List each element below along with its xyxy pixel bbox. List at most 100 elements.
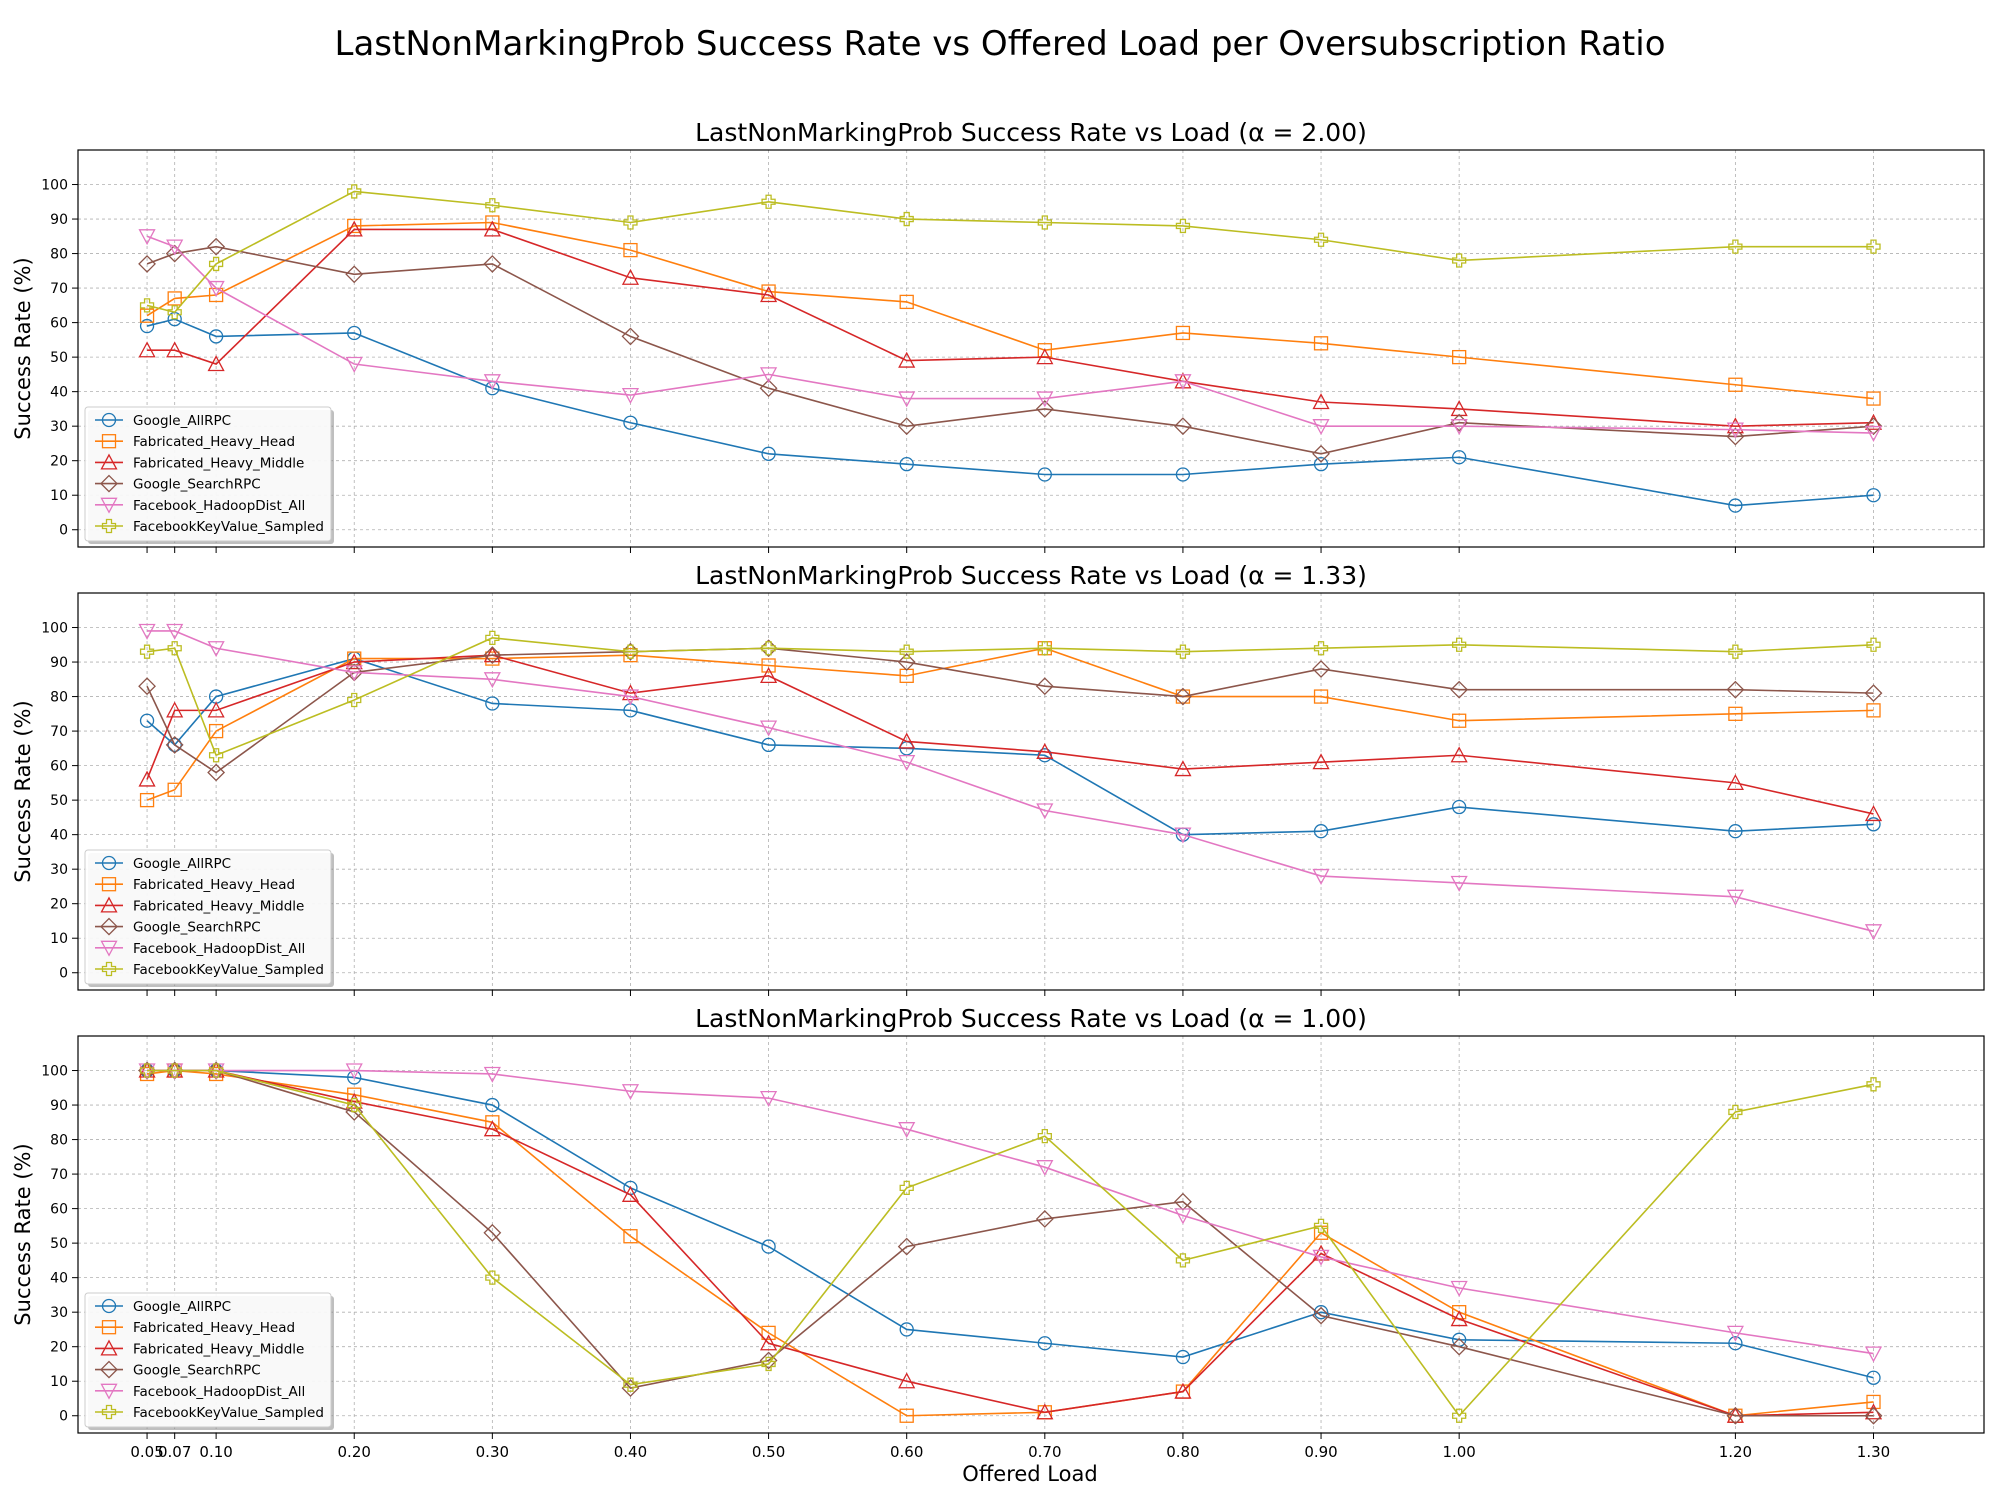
series-Facebook_HadoopDist_All [138,1063,1883,1363]
y-tick-label: 30 [50,419,68,435]
data-point [761,284,776,299]
data-point [167,737,182,753]
data-point [898,391,916,408]
data-point [347,184,362,199]
data-point [1312,444,1330,463]
series-FacebookKeyValue_Sampled [139,630,1881,763]
y-tick-label: 40 [50,828,68,844]
legend-entry: Fabricated_Heavy_Middle [95,1339,304,1357]
data-point [1452,450,1467,465]
data-point [1728,824,1743,839]
data-point [1312,419,1330,436]
data-point [1036,803,1054,820]
data-point [345,265,364,284]
data-point [1726,417,1744,434]
data-point [1312,753,1330,770]
data-point [1174,417,1192,436]
data-point [207,763,226,782]
legend-label: Facebook_HadoopDist_All [133,1384,305,1400]
data-point [167,305,182,320]
data-point [1726,773,1744,791]
data-point [1866,817,1881,832]
data-point [897,417,916,436]
data-point [1864,924,1883,941]
data-point [1312,1244,1330,1261]
data-point [1726,427,1745,446]
y-axis-label: Success Rate (%) [11,257,35,439]
data-point [1174,760,1192,777]
data-point [1452,713,1467,728]
legend-label: Facebook_HadoopDist_All [133,498,305,514]
data-point [139,713,155,728]
data-point [483,672,501,689]
data-point [623,647,638,663]
data-point [1864,805,1883,822]
data-point [1452,253,1467,268]
y-tick-label: 0 [59,1409,68,1425]
data-point [899,644,914,659]
data-point [898,1122,916,1139]
y-tick-label: 80 [50,247,68,263]
axes-frame [77,592,1985,991]
data-point [621,1379,640,1398]
legend-entry: FacebookKeyValue_Sampled [95,1404,324,1421]
data-point [1037,641,1052,656]
legend-entry: FacebookKeyValue_Sampled [95,961,324,978]
legend-box [84,849,332,985]
legend-entry: Google_AllRPC [95,1298,231,1315]
y-tick-label: 20 [50,897,68,913]
data-point [1728,239,1743,254]
data-point [1452,1408,1467,1423]
legend-label: FacebookKeyValue_Sampled [133,519,324,535]
legend-label: Fabricated_Heavy_Middle [133,455,304,471]
x-tick-label: 0.30 [476,1443,509,1461]
legend-entry: FacebookKeyValue_Sampled [95,518,324,535]
legend-label: Fabricated_Heavy_Middle [133,1341,304,1357]
data-point [485,696,500,711]
data-point [1452,637,1467,652]
y-axis-label: Success Rate (%) [11,1143,35,1325]
data-point [138,623,156,640]
data-point [1174,374,1192,391]
series-FacebookKeyValue_Sampled [139,184,1881,320]
y-tick-label: 0 [59,523,68,539]
x-tick-label: 1.30 [1857,1443,1890,1461]
legend-entry: Google_SearchRPC [95,1360,261,1379]
data-point [1726,889,1744,906]
x-tick-label: 0.20 [338,1443,371,1461]
data-point [1313,1218,1329,1234]
legend-marker [100,1383,118,1400]
data-point [138,677,156,696]
x-tick-label: 0.70 [1028,1443,1061,1461]
data-point [1450,1337,1469,1356]
data-point [1728,377,1743,392]
series-line [146,221,1874,400]
x-tick-label: 0.07 [158,1443,191,1461]
figure-x-axis-label: Offered Load [962,1462,1097,1486]
legend-label: Fabricated_Heavy_Middle [133,898,304,914]
legend-marker [101,855,117,871]
x-tick-label: 1.20 [1719,1443,1752,1461]
data-point [899,294,914,310]
data-point [759,666,778,684]
legend-marker [100,453,118,470]
data-point [1037,467,1052,482]
data-point [347,1097,362,1113]
y-tick-label: 70 [50,1167,68,1183]
data-point [1175,644,1191,659]
data-point [208,1063,224,1078]
data-point [623,1377,638,1392]
legend-label: Google_AllRPC [133,413,231,429]
chart-title: LastNonMarkingProb Success Rate vs Load … [695,561,1367,590]
data-point [139,308,155,323]
data-point [1174,1208,1192,1225]
legend-label: Fabricated_Heavy_Head [133,1320,295,1336]
data-point [1313,689,1329,704]
series-line [147,1069,1874,1418]
data-point [621,1084,640,1101]
data-point [166,623,184,640]
data-point [1313,456,1329,472]
data-point [1866,703,1881,718]
data-point [166,239,184,256]
series-line [147,1069,1874,1379]
